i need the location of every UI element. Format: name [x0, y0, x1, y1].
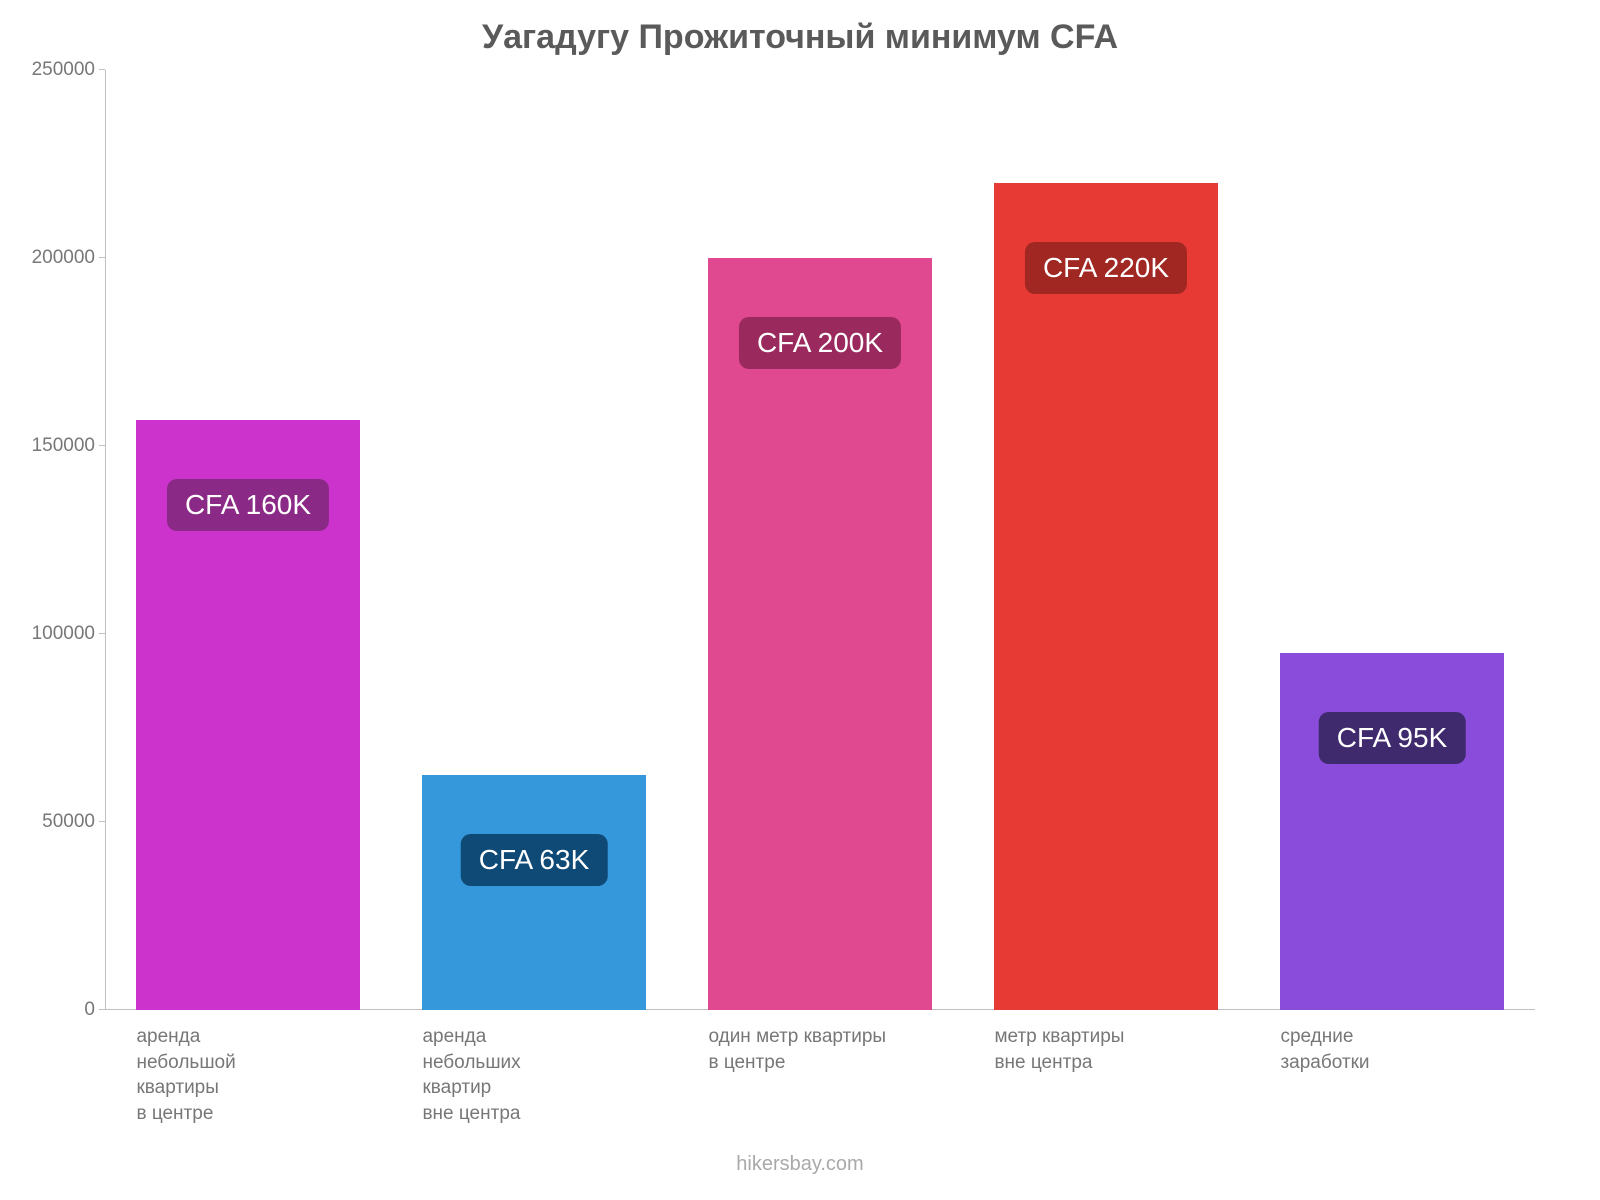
chart-container: Уагадугу Прожиточный минимум CFA 0500001…: [0, 0, 1600, 1200]
y-tick-mark: [99, 1009, 105, 1010]
x-label-m2_center: один метр квартирыв центре: [708, 1024, 971, 1075]
bar-value-rent_center: CFA 160K: [167, 479, 329, 531]
y-tick-label: 0: [15, 999, 95, 1021]
y-tick-label: 50000: [15, 811, 95, 833]
x-label-m2_out: метр квартирывне центра: [994, 1024, 1257, 1075]
bar-value-salary: CFA 95K: [1319, 712, 1466, 764]
chart-footer: hikersbay.com: [0, 1153, 1600, 1176]
x-label-rent_out: аренданебольшихквартирвне центра: [422, 1024, 685, 1127]
bar-m2_center: [708, 258, 931, 1010]
y-tick-label: 250000: [15, 59, 95, 81]
bar-m2_out: [994, 183, 1217, 1010]
y-axis-line: [105, 70, 106, 1010]
y-tick-mark: [99, 257, 105, 258]
x-label-rent_center: аренданебольшойквартирыв центре: [136, 1024, 399, 1127]
x-label-salary: средниезаработки: [1280, 1024, 1543, 1075]
y-tick-label: 100000: [15, 623, 95, 645]
y-tick-mark: [99, 445, 105, 446]
bar-value-m2_out: CFA 220K: [1025, 242, 1187, 294]
y-tick-mark: [99, 633, 105, 634]
bar-value-m2_center: CFA 200K: [739, 317, 901, 369]
y-tick-label: 150000: [15, 435, 95, 457]
y-tick-mark: [99, 821, 105, 822]
y-tick-label: 200000: [15, 247, 95, 269]
bar-rent_out: [422, 775, 645, 1010]
plot-area: 050000100000150000200000250000CFA 160Kар…: [105, 70, 1535, 1010]
bar-salary: [1280, 653, 1503, 1010]
chart-title: Уагадугу Прожиточный минимум CFA: [0, 18, 1600, 57]
y-tick-mark: [99, 69, 105, 70]
bar-value-rent_out: CFA 63K: [461, 834, 608, 886]
